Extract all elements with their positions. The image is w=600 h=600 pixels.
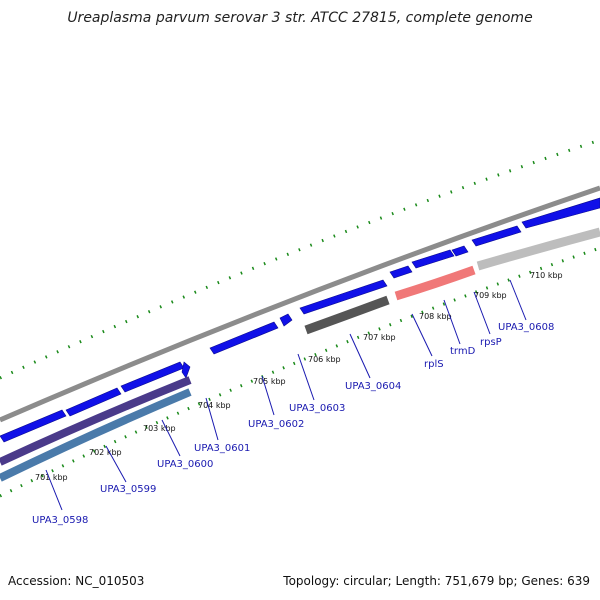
genome-backbone bbox=[0, 185, 600, 423]
gene-arrow[interactable] bbox=[411, 249, 455, 269]
tick-label-710: 710 kbp bbox=[530, 271, 563, 280]
gene-bar-light[interactable] bbox=[476, 227, 600, 271]
reverse-strand-genes bbox=[0, 227, 600, 482]
gene-arrow[interactable] bbox=[65, 387, 122, 417]
map-title: Ureaplasma parvum serovar 3 str. ATCC 27… bbox=[67, 10, 533, 26]
gene-arrow[interactable] bbox=[521, 197, 600, 229]
gene-leader-lines bbox=[45, 279, 527, 511]
gene-arrow[interactable] bbox=[471, 225, 522, 247]
gene-label-UPA3_0603[interactable]: UPA3_0603 bbox=[289, 403, 345, 414]
forward-strand-genes bbox=[0, 197, 600, 443]
gene-label-UPA3_0608[interactable]: UPA3_0608 bbox=[498, 322, 554, 333]
tick-label-702: 702 kbp bbox=[89, 448, 122, 457]
outer-tick-ring bbox=[0, 138, 600, 380]
gene-label-UPA3_0600[interactable]: UPA3_0600 bbox=[157, 459, 213, 470]
gene-arrow[interactable] bbox=[279, 313, 293, 327]
gene-bar-steel[interactable] bbox=[0, 388, 192, 482]
tick-label-708: 708 kbp bbox=[419, 312, 452, 321]
tick-label-705: 705 kbp bbox=[253, 377, 286, 386]
gene-label-UPA3_0598[interactable]: UPA3_0598 bbox=[32, 515, 88, 526]
gene-arrow[interactable] bbox=[451, 245, 469, 257]
gene-label-trmD[interactable]: trmD bbox=[450, 346, 476, 357]
gene-bar-dark[interactable] bbox=[304, 295, 390, 335]
gene-arrow[interactable] bbox=[0, 409, 67, 443]
gene-label-rpsP[interactable]: rpsP bbox=[480, 337, 502, 348]
inner-tick-ring bbox=[0, 246, 600, 498]
gene-label-UPA3_0599[interactable]: UPA3_0599 bbox=[100, 484, 156, 495]
genome-summary-text: Topology: circular; Length: 751,679 bp; … bbox=[283, 574, 590, 588]
kbp-tick-labels: 701 kbp 702 kbp 703 kbp 704 kbp 705 kbp … bbox=[35, 271, 563, 482]
gene-bar-purple[interactable] bbox=[0, 376, 192, 466]
gene-label-UPA3_0602[interactable]: UPA3_0602 bbox=[248, 419, 304, 430]
gene-label-rplS[interactable]: rplS bbox=[424, 359, 444, 370]
gene-label-UPA3_0601[interactable]: UPA3_0601 bbox=[194, 443, 250, 454]
gene-arrow[interactable] bbox=[299, 279, 388, 315]
tick-label-707: 707 kbp bbox=[363, 333, 396, 342]
accession-text: Accession: NC_010503 bbox=[8, 574, 145, 588]
gene-label-UPA3_0604[interactable]: UPA3_0604 bbox=[345, 381, 401, 392]
tick-label-706: 706 kbp bbox=[308, 355, 341, 364]
gene-arrow[interactable] bbox=[181, 361, 191, 379]
tick-label-701: 701 kbp bbox=[35, 473, 68, 482]
tick-label-703: 703 kbp bbox=[143, 424, 176, 433]
tick-label-709: 709 kbp bbox=[474, 291, 507, 300]
gene-labels: UPA3_0598 UPA3_0599 UPA3_0600 UPA3_0601 … bbox=[32, 322, 554, 526]
tick-label-704: 704 kbp bbox=[198, 401, 231, 410]
gene-arrow[interactable] bbox=[389, 265, 413, 279]
gene-arrow[interactable] bbox=[209, 321, 279, 355]
gene-bar-salmon[interactable] bbox=[394, 265, 476, 301]
